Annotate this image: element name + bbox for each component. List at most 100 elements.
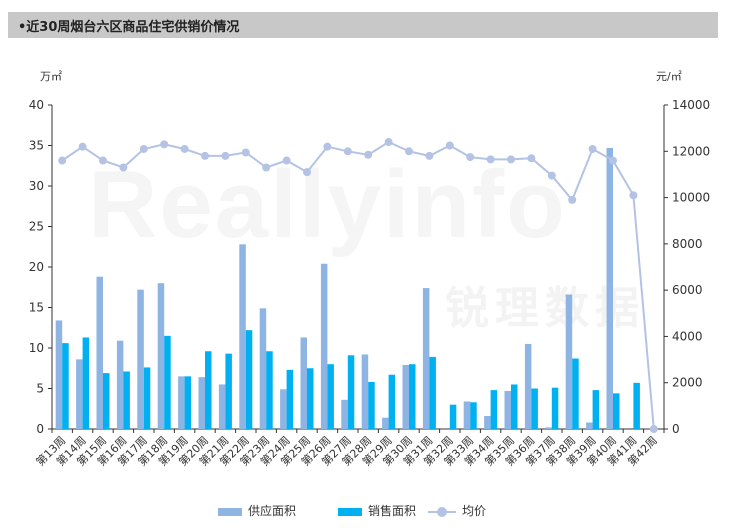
title-bar: •近30周烟台六区商品住宅供销价情况 — [8, 12, 718, 38]
point-price — [405, 147, 413, 156]
y-left-tick-label: 35 — [29, 139, 44, 153]
bar-sales — [164, 335, 171, 429]
y-left-tick-label: 40 — [29, 98, 44, 112]
bar-supply — [320, 263, 328, 429]
legend-line-marker-price — [428, 506, 456, 517]
bar-supply — [341, 399, 348, 429]
chart-canvas: 0 5 10 15 20 25 30 35 40 0 2000 4000 6000 8000 10000 12… — [29, 70, 710, 469]
bar-sales — [103, 373, 110, 429]
bar-sales — [82, 337, 90, 429]
y-left-unit-label: 万㎡ — [40, 70, 62, 83]
bar-sales — [205, 351, 212, 429]
y-left-tick-label: 5 — [36, 382, 44, 396]
bar-sales — [470, 402, 477, 429]
bar-sales — [368, 382, 375, 429]
bar-sales — [225, 353, 232, 429]
point-price — [99, 156, 107, 165]
bar-sales — [633, 382, 640, 429]
bar-supply — [300, 337, 307, 429]
bar-sales — [143, 367, 151, 429]
bar-sales — [490, 390, 498, 429]
legend-item-sales: 销售面积 — [338, 502, 416, 519]
point-price — [466, 153, 475, 162]
bar-supply — [361, 354, 369, 429]
point-price — [425, 151, 434, 160]
point-price — [160, 140, 169, 149]
bar-sales — [307, 368, 314, 429]
y-right-tick-label: 2000 — [672, 376, 703, 390]
bar-supply — [504, 390, 511, 429]
axes-group: 0 5 10 15 20 25 30 35 40 0 2000 4000 6000 8000 10000 12… — [29, 70, 710, 436]
point-price — [445, 141, 454, 150]
point-price — [588, 144, 597, 153]
bar-supply — [524, 343, 532, 429]
bar-sales — [572, 358, 579, 429]
legend-label-sales: 销售面积 — [368, 504, 417, 518]
bar-sales — [429, 356, 436, 429]
bar-supply — [382, 417, 389, 429]
bar-supply — [402, 365, 409, 429]
y-left-tick-label: 20 — [29, 260, 44, 274]
bar-supply — [198, 377, 205, 429]
point-price — [282, 156, 291, 165]
bar-supply — [586, 422, 593, 429]
bar-supply — [484, 416, 491, 429]
bar-sales — [409, 364, 416, 429]
legend-label-supply: 供应面积 — [248, 504, 297, 518]
point-price — [241, 148, 250, 157]
bar-supply — [565, 294, 573, 429]
point-price — [78, 142, 87, 151]
y-left-tick-label: 30 — [29, 179, 44, 193]
point-price — [547, 171, 556, 180]
bar-supply — [606, 147, 613, 429]
legend-swatch-supply — [218, 507, 242, 516]
bar-sales — [266, 351, 273, 429]
y-right-unit-label: 元/㎡ — [656, 70, 682, 83]
bar-supply — [76, 359, 83, 429]
line-price-path — [61, 140, 655, 430]
bar-supply — [218, 384, 226, 429]
bar-supply — [422, 288, 430, 429]
point-price — [649, 425, 658, 433]
bar-sales — [327, 364, 334, 429]
y-right-tick-label: 12000 — [672, 144, 710, 158]
bar-sales — [592, 390, 600, 429]
point-price — [527, 154, 536, 163]
point-price — [629, 191, 638, 200]
y-right-tick-label: 0 — [672, 422, 680, 436]
y-right-tick-label: 6000 — [672, 283, 703, 297]
y-left-tick-label: 0 — [36, 422, 44, 436]
bar-supply — [280, 389, 287, 429]
bar-supply — [96, 276, 103, 429]
point-price — [609, 156, 617, 165]
bar-supply — [545, 427, 552, 429]
bar-sales — [449, 404, 457, 429]
y-left-tick-label: 15 — [29, 301, 44, 315]
y-right-tick-label: 4000 — [672, 329, 703, 343]
bar-sales — [123, 371, 130, 429]
point-price — [262, 163, 271, 172]
legend-item-price: 均价 — [428, 502, 486, 519]
point-price — [486, 155, 495, 164]
bar-sales — [613, 393, 620, 429]
legend-label-price: 均价 — [462, 504, 487, 518]
y-left-tick-label: 25 — [29, 220, 44, 234]
y-right-tick-label: 14000 — [672, 98, 710, 112]
point-price — [384, 138, 393, 147]
bar-supply — [178, 376, 185, 429]
y-right-tick-label: 8000 — [672, 237, 703, 251]
bar-supply — [239, 244, 246, 429]
bars-group — [55, 147, 640, 429]
bar-sales — [347, 355, 355, 429]
x-axis-labels: 第13周第14周第15周第16周第17周第18周第19周第20周第21周第22周… — [33, 433, 660, 468]
bar-supply — [137, 289, 144, 429]
y-right-tick-label: 10000 — [672, 191, 710, 205]
legend-item-supply: 供应面积 — [218, 502, 296, 519]
point-price — [58, 156, 67, 165]
point-price — [180, 144, 189, 153]
point-price — [303, 168, 311, 177]
bar-sales — [511, 384, 518, 429]
bar-supply — [259, 308, 267, 429]
point-price — [568, 195, 577, 204]
point-price — [364, 150, 373, 159]
